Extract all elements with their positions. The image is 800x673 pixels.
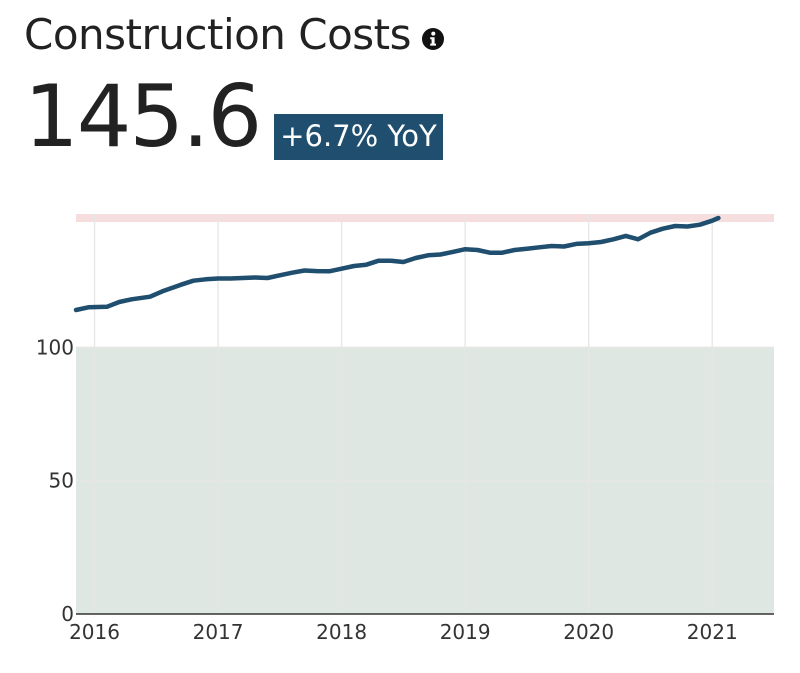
shaded-band-high <box>76 214 774 222</box>
chart-title: Construction Costs <box>24 10 412 59</box>
y-tick-label: 50 <box>49 469 74 493</box>
value-row: 145.6 +6.7% YoY <box>24 62 443 172</box>
chart-header: Construction Costs <box>24 10 445 59</box>
x-tick-label: 2021 <box>687 620 738 644</box>
yoy-badge: +6.7% YoY <box>274 114 443 160</box>
x-tick-label: 2017 <box>193 620 244 644</box>
x-tick-label: 2020 <box>563 620 614 644</box>
y-tick-label: 100 <box>36 335 74 359</box>
x-tick-label: 2019 <box>440 620 491 644</box>
x-tick-label: 2018 <box>316 620 367 644</box>
series-line <box>73 215 721 313</box>
title-row: Construction Costs <box>24 10 445 59</box>
y-tick-label: 0 <box>61 602 74 626</box>
x-tick-label: 2016 <box>69 620 120 644</box>
info-icon[interactable] <box>421 27 445 51</box>
current-value: 145.6 <box>24 67 262 167</box>
